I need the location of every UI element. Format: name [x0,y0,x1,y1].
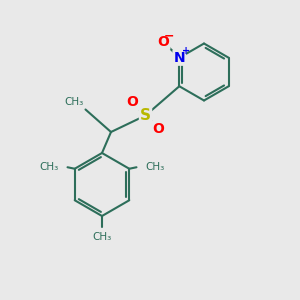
Text: O: O [153,122,165,136]
Text: O: O [158,35,169,49]
Text: O: O [126,95,138,109]
Text: CH₃: CH₃ [145,162,164,172]
Text: CH₃: CH₃ [92,232,112,242]
Text: +: + [182,46,190,56]
Text: S: S [140,108,151,123]
Text: −: − [164,29,175,42]
Text: N: N [173,51,185,65]
Text: CH₃: CH₃ [64,97,83,107]
Text: CH₃: CH₃ [40,162,59,172]
